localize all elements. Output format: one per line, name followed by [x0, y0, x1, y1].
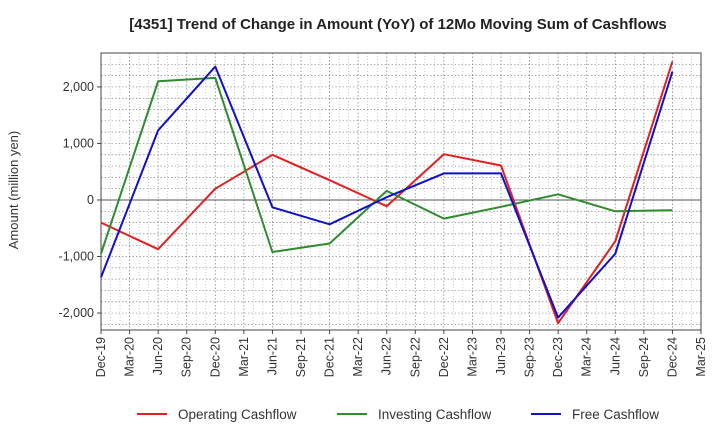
legend: Operating Cashflow Investing Cashflow Free… — [137, 407, 659, 422]
series-lines — [100, 61, 674, 325]
plot-frame — [100, 52, 702, 331]
y-tick-label: 2,000 — [63, 80, 94, 94]
x-tick-label: Mar-25 — [694, 337, 708, 377]
x-tick-label: Sep-20 — [180, 337, 194, 377]
legend-label: Operating Cashflow — [178, 407, 297, 422]
y-tick-label: -2,000 — [59, 306, 94, 320]
x-tick-label: Dec-20 — [208, 337, 222, 377]
series-line-free-cashflow — [100, 65, 674, 319]
legend-label: Investing Cashflow — [378, 407, 492, 422]
x-tick-label: Mar-23 — [465, 337, 479, 377]
x-tick-label: Sep-23 — [523, 337, 537, 377]
x-tick-label: Dec-21 — [323, 337, 337, 377]
x-tick-label: Jun-24 — [608, 337, 622, 375]
x-tick-label: Dec-19 — [94, 337, 108, 377]
x-tick-label: Dec-22 — [437, 337, 451, 377]
y-tick-label: 1,000 — [63, 136, 94, 150]
legend-label: Free Cashflow — [572, 407, 659, 422]
y-tick-label: -1,000 — [59, 250, 94, 264]
x-tick-label: Sep-24 — [637, 337, 651, 377]
grid — [100, 52, 702, 330]
y-tick-label: 0 — [87, 193, 94, 207]
x-tick-label: Dec-24 — [665, 337, 679, 377]
chart-title: [4351] Trend of Change in Amount (YoY) o… — [129, 16, 667, 33]
y-axis-label: Amount (million yen) — [6, 131, 21, 250]
x-tick-label: Jun-20 — [151, 337, 165, 375]
x-tick-label: Jun-22 — [380, 337, 394, 375]
series-line-operating-cashflow — [100, 61, 674, 325]
x-tick-label: Jun-21 — [265, 337, 279, 375]
x-tick-label: Sep-21 — [294, 337, 308, 377]
axes: -2,000 -1,000 0 1,000 2,000 Dec-19 Mar-20 Jun-2… — [59, 52, 708, 377]
x-tick-label: Mar-24 — [580, 337, 594, 377]
x-tick-label: Jun-23 — [494, 337, 508, 375]
x-tick-label: Mar-22 — [351, 337, 365, 377]
x-tick-label: Sep-22 — [408, 337, 422, 377]
x-tick-label: Mar-20 — [123, 337, 137, 377]
x-tick-label: Mar-21 — [237, 337, 251, 377]
series-line-investing-cashflow — [100, 76, 673, 255]
x-tick-label: Dec-23 — [551, 337, 565, 377]
